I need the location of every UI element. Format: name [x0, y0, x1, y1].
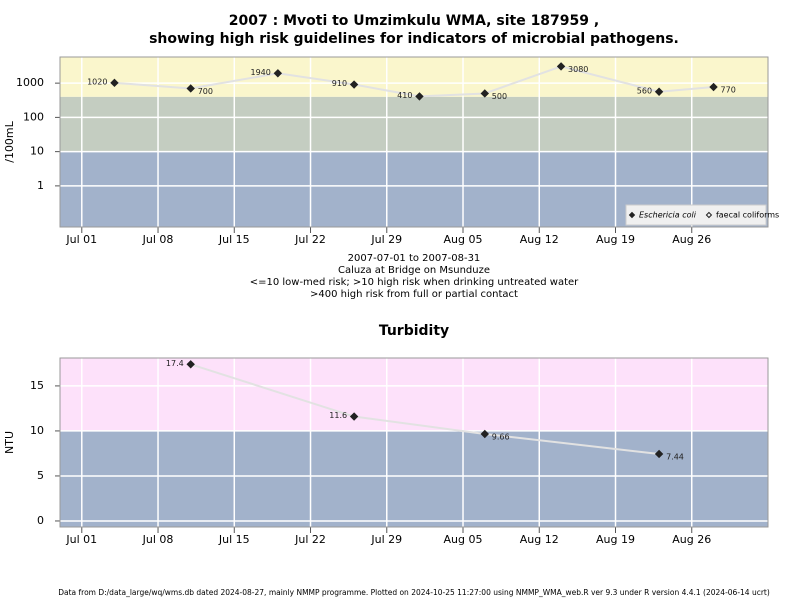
data-label: 1020	[87, 77, 107, 86]
data-label: 700	[198, 87, 213, 96]
data-point	[349, 412, 359, 421]
y-tick-label: 0	[37, 514, 44, 527]
data-label: 910	[332, 79, 347, 88]
x-tick-label: Aug 05	[444, 533, 483, 546]
legend-box	[625, 204, 767, 226]
data-point	[349, 80, 359, 89]
y-tick-label: 1	[37, 179, 44, 192]
data-label: 17.4	[166, 359, 184, 368]
y-tick-label: 10	[30, 424, 44, 437]
data-point	[186, 360, 195, 369]
x-tick-label: Aug 19	[596, 233, 635, 246]
chart: Turbidity 0 5 10 15 Jul 01 Jul 08 Jul 15 Jul 22 J…	[3, 323, 769, 546]
data-point	[415, 92, 424, 101]
x-tick-label: Aug 12	[520, 233, 559, 246]
data-label: 1940	[250, 68, 270, 77]
data-point	[480, 429, 490, 439]
data-label: 3080	[568, 65, 588, 74]
plot-frame	[59, 357, 769, 528]
data-point	[556, 62, 566, 71]
data-point	[480, 89, 490, 98]
legend-label: Eschericia coli	[639, 211, 697, 220]
chart-title: Turbidity	[379, 323, 449, 339]
data-label: 560	[637, 86, 652, 95]
y-tick-label: 1000	[16, 76, 44, 89]
chart-note: <=10 low-med risk; >10 high risk when dr…	[250, 277, 579, 288]
chart: 2007 : Mvoti to Umzimkulu WMA, site 1879…	[3, 13, 779, 300]
data-point	[709, 82, 718, 92]
chart-note: >400 high risk from full or partial cont…	[310, 289, 518, 300]
data-point	[654, 87, 664, 96]
series-line	[190, 363, 660, 455]
data-label: 9.66	[492, 432, 510, 441]
x-tick-label: Jul 29	[370, 533, 402, 546]
x-tick-label: Jul 22	[294, 533, 326, 546]
chart-title: showing high risk guidelines for indicat…	[149, 31, 679, 47]
x-tick-label: Jul 08	[142, 533, 174, 546]
y-tick-label: 100	[23, 110, 44, 123]
y-axis-label: NTU	[3, 431, 16, 454]
legend-marker	[628, 211, 636, 219]
data-point	[186, 84, 195, 93]
x-tick-label: Jul 29	[370, 233, 402, 246]
y-tick-label: 15	[30, 379, 44, 392]
y-tick-label: 10	[30, 145, 44, 158]
risk-band	[60, 430, 768, 527]
x-tick-label: Aug 26	[672, 533, 711, 546]
x-tick-label: Jul 01	[65, 533, 97, 546]
x-tick-label: Jul 01	[65, 233, 97, 246]
data-label: 500	[492, 92, 507, 101]
y-tick-label: 5	[37, 469, 44, 482]
legend-label: faecal coliforms	[716, 211, 779, 220]
data-point	[273, 69, 283, 78]
x-tick-label: Jul 15	[218, 233, 250, 246]
y-axis-label: /100mL	[3, 120, 16, 162]
chart-title: 2007 : Mvoti to Umzimkulu WMA, site 1879…	[229, 13, 599, 29]
chart-note: 2007-07-01 to 2007-08-31	[348, 253, 481, 264]
x-tick-label: Jul 08	[142, 233, 174, 246]
data-point	[110, 78, 119, 88]
x-tick-label: Jul 22	[294, 233, 326, 246]
risk-band	[60, 96, 768, 152]
risk-band	[60, 358, 768, 431]
legend-marker	[705, 211, 713, 219]
plot-frame	[59, 56, 769, 228]
x-tick-label: Jul 15	[218, 533, 250, 546]
x-tick-label: Aug 26	[672, 233, 711, 246]
data-label: 11.6	[329, 411, 347, 420]
data-label: 7.44	[666, 452, 684, 461]
data-label: 410	[397, 91, 412, 100]
chart-note: Caluza at Bridge on Msunduze	[338, 265, 490, 276]
x-tick-label: Aug 05	[444, 233, 483, 246]
x-tick-label: Aug 19	[596, 533, 635, 546]
x-tick-label: Aug 12	[520, 533, 559, 546]
data-label: 770	[721, 86, 736, 95]
data-point	[654, 449, 664, 459]
footer: Data from D:/data_large/wq/wms.db dated …	[58, 588, 770, 597]
